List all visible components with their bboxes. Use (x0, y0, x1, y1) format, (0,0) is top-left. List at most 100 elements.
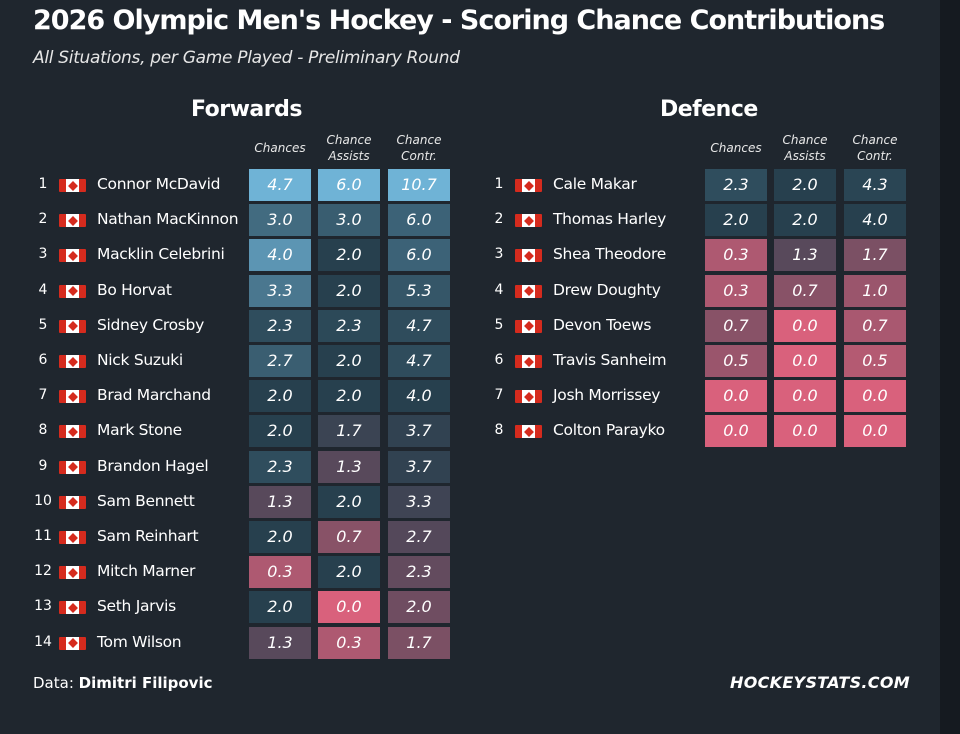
forwards-cell-assists: 2.0 (318, 485, 380, 518)
defence-cell-assists: 0.0 (774, 415, 836, 448)
defence-player-name: Thomas Harley (553, 210, 667, 229)
forwards-cell-assists: 6.0 (318, 169, 380, 201)
defence-cell-contr: 0.5 (844, 345, 906, 377)
forwards-cell-chances: 2.0 (249, 591, 311, 624)
forwards-rank: 7 (38, 387, 48, 404)
forwards-player-name: Tom Wilson (97, 632, 182, 651)
canada-flag-icon (515, 249, 542, 263)
forwards-cell-assists: 0.7 (318, 521, 380, 553)
defence-player-name: Josh Morrissey (553, 386, 661, 405)
forwards-cell-contr: 2.3 (388, 556, 450, 589)
defence-cell-chances: 0.0 (705, 380, 767, 413)
forwards-cell-contr: 4.0 (388, 380, 450, 413)
canada-flag-icon (59, 601, 86, 615)
forwards-rank: 1 (38, 176, 48, 192)
defence-cell-chances: 2.3 (705, 169, 767, 201)
defence-player-name: Drew Doughty (553, 280, 661, 299)
defence-col-header-chances: Chances (705, 140, 767, 156)
forwards-cell-assists: 2.3 (318, 309, 380, 342)
forwards-player-name: Sidney Crosby (97, 315, 204, 334)
forwards-rank: 12 (34, 563, 52, 580)
forwards-cell-contr: 3.7 (388, 415, 450, 448)
forwards-player-name: Nick Suzuki (97, 351, 183, 369)
defence-cell-assists: 0.0 (774, 345, 836, 377)
forwards-rank: 4 (38, 281, 48, 298)
col-header-line2: Assists (328, 149, 370, 163)
canada-flag-icon (59, 495, 86, 509)
defence-player-name: Shea Theodore (553, 245, 666, 264)
forwards-cell-chances: 2.3 (249, 450, 311, 483)
defence-rank: 8 (494, 422, 504, 439)
defence-cell-contr: 0.0 (844, 380, 906, 413)
forwards-cell-chances: 2.7 (249, 345, 311, 377)
defence-cell-contr: 4.3 (844, 169, 906, 201)
forwards-player-name: Brandon Hagel (97, 456, 209, 475)
defence-cell-chances: 0.3 (705, 239, 767, 272)
defence-cell-assists: 0.0 (774, 380, 836, 413)
defence-rank: 1 (494, 176, 504, 192)
defence-cell-contr: 1.0 (844, 274, 906, 307)
forwards-rank: 6 (38, 352, 48, 368)
forwards-rank: 5 (38, 316, 48, 333)
canada-flag-icon (515, 284, 542, 298)
col-header-line2: Contr. (401, 149, 437, 163)
forwards-cell-contr: 2.0 (388, 591, 450, 624)
forwards-cell-assists: 1.3 (318, 450, 380, 483)
forwards-player-name: Sam Bennett (97, 491, 195, 510)
defence-rank: 5 (494, 316, 504, 333)
canada-flag-icon (59, 460, 86, 474)
col-header-line1: Chance (326, 133, 372, 147)
col-header-line2: Assists (784, 149, 826, 163)
col-header-line2: Chances (710, 141, 762, 155)
canada-flag-icon (515, 425, 542, 439)
forwards-player-name: Nathan MacKinnon (97, 210, 239, 229)
forwards-rank: 10 (34, 492, 52, 509)
forwards-cell-contr: 1.7 (388, 626, 450, 659)
forwards-cell-assists: 1.7 (318, 415, 380, 448)
forwards-cell-contr: 4.7 (388, 345, 450, 377)
defence-col-header-assists: Chance Assists (774, 132, 836, 164)
forwards-player-name: Seth Jarvis (97, 597, 176, 616)
defence-player-name: Colton Parayko (553, 421, 665, 440)
defence-cell-assists: 0.0 (774, 309, 836, 342)
forwards-cell-contr: 2.7 (388, 521, 450, 553)
defence-cell-contr: 0.7 (844, 309, 906, 342)
defence-rank: 6 (494, 352, 504, 368)
canada-flag-icon (59, 355, 86, 368)
canada-flag-icon (59, 319, 86, 333)
forwards-cell-chances: 2.0 (249, 380, 311, 413)
page-subtitle: All Situations, per Game Played - Prelim… (33, 48, 460, 68)
canada-flag-icon (59, 566, 86, 580)
defence-cell-chances: 0.7 (705, 309, 767, 342)
defence-cell-contr: 1.7 (844, 239, 906, 272)
forwards-col-header-contr: Chance Contr. (388, 132, 450, 164)
forwards-cell-assists: 3.0 (318, 204, 380, 237)
defence-rank: 2 (494, 211, 504, 228)
defence-player-name: Cale Makar (553, 175, 637, 193)
forwards-title: Forwards (191, 97, 302, 122)
forwards-cell-chances: 4.0 (249, 239, 311, 272)
forwards-player-name: Mark Stone (97, 421, 182, 440)
forwards-cell-assists: 2.0 (318, 345, 380, 377)
forwards-player-name: Brad Marchand (97, 386, 211, 405)
canada-flag-icon (515, 355, 542, 368)
forwards-cell-chances: 2.0 (249, 415, 311, 448)
forwards-col-header-chances: Chances (249, 140, 311, 156)
forwards-rank: 3 (38, 246, 48, 263)
forwards-cell-assists: 0.0 (318, 591, 380, 624)
footer-source: Data: Dimitri Filipovic (33, 674, 212, 692)
canada-flag-icon (515, 319, 542, 333)
forwards-rank: 8 (38, 422, 48, 439)
forwards-cell-contr: 3.3 (388, 485, 450, 518)
canada-flag-icon (515, 390, 542, 404)
forwards-cell-contr: 3.7 (388, 450, 450, 483)
defence-rank: 3 (494, 246, 504, 263)
col-header-line1: Chance (782, 133, 828, 147)
col-header-line2: Chances (254, 141, 306, 155)
col-header-line2: Contr. (857, 149, 893, 163)
defence-cell-assists: 2.0 (774, 169, 836, 201)
forwards-cell-contr: 10.7 (388, 169, 450, 201)
forwards-cell-chances: 1.3 (249, 626, 311, 659)
brand-logo: HOCKEYSTATS.COM (730, 673, 910, 692)
defence-cell-assists: 0.7 (774, 274, 836, 307)
